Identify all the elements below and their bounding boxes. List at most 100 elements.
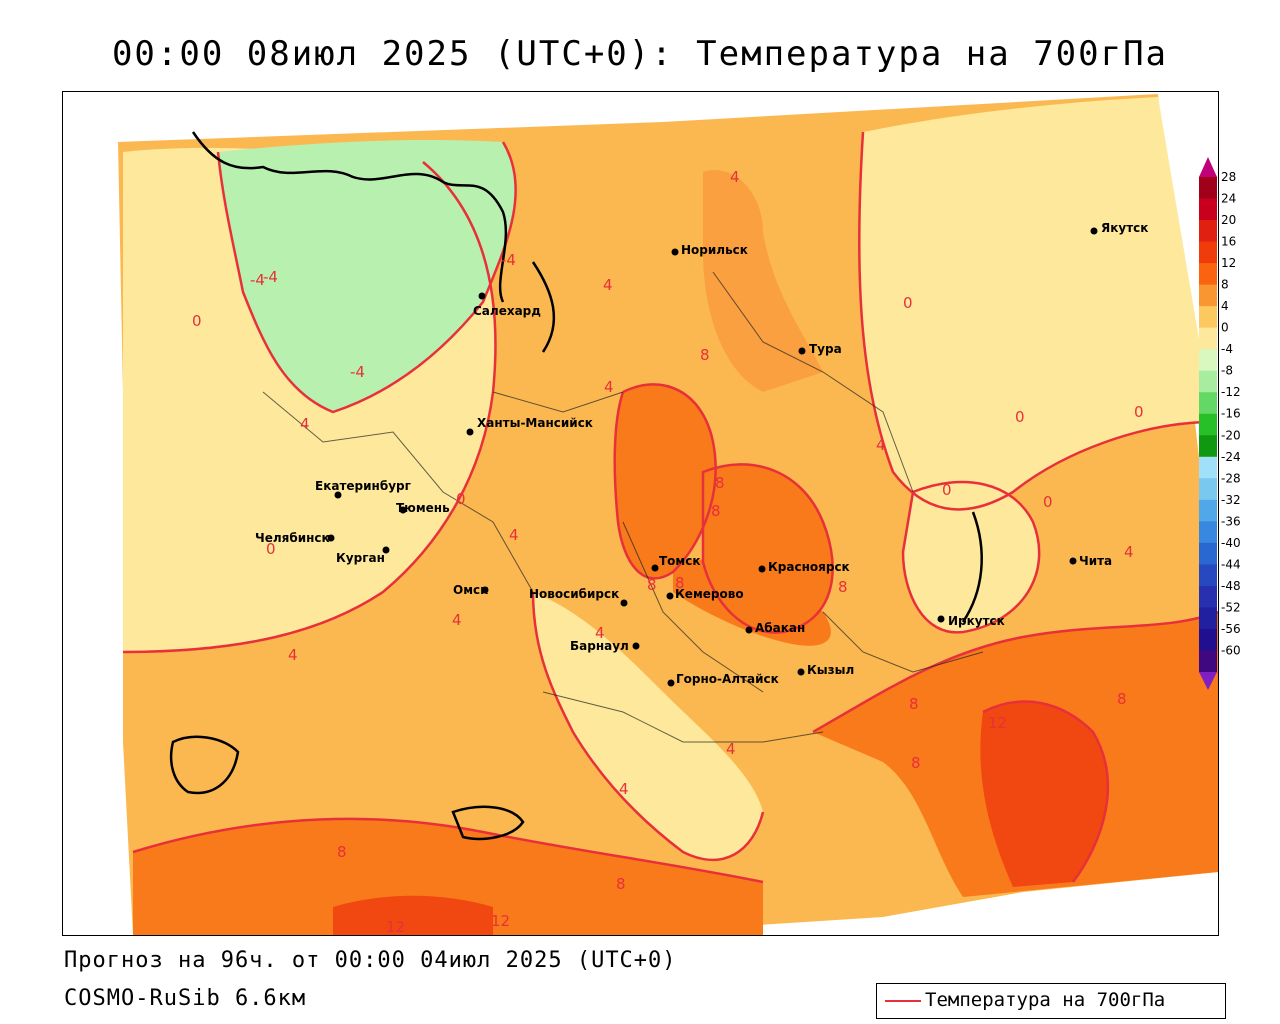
scale-tick-label: -40 (1221, 536, 1241, 550)
contour-label: 12 (491, 912, 510, 930)
scale-tick-label: 20 (1221, 213, 1236, 227)
scale-tick-label: 8 (1221, 278, 1229, 292)
city-chita: Чита (1079, 554, 1112, 568)
scale-swatch (1199, 543, 1217, 565)
contour-label: 8 (675, 574, 685, 592)
scale-tick-label: -4 (1221, 342, 1233, 356)
scale-top-arrow (1199, 157, 1217, 177)
scale-tick-label: -36 (1221, 514, 1241, 528)
scale-swatch (1199, 285, 1217, 307)
scale-tick-label: -48 (1221, 579, 1241, 593)
scale-tick-label: 16 (1221, 235, 1236, 249)
scale-swatch (1199, 607, 1217, 629)
city-yekaterinburg: Екатеринбург (315, 479, 411, 493)
scale-swatch (1199, 328, 1217, 350)
scale-swatch (1199, 306, 1217, 328)
city-yakutsk: Якутск (1101, 221, 1148, 235)
color-scale: 2824201612840-4-8-12-16-20-24-28-32-36-4… (1199, 157, 1269, 692)
contour-label: 8 (911, 754, 921, 772)
scale-tick-label: -32 (1221, 493, 1241, 507)
contour-label: 0 (1015, 408, 1025, 426)
scale-tick-label: -60 (1221, 643, 1241, 657)
scale-swatch (1199, 457, 1217, 479)
scale-swatch (1199, 199, 1217, 221)
contour-label: 4 (452, 611, 462, 629)
scale-swatch (1199, 435, 1217, 457)
contour-label: 12 (386, 918, 405, 935)
contour-label: 0 (1043, 493, 1053, 511)
city-gorno-altaysk: Горно-Алтайск (676, 672, 779, 686)
model-info: COSMO-RuSib 6.6км (64, 986, 306, 1011)
scale-tick-label: 4 (1221, 299, 1229, 313)
contour-label: 4 (595, 624, 605, 642)
scale-swatch (1199, 177, 1217, 199)
contour-label: -4 (501, 251, 516, 269)
scale-swatch (1199, 564, 1217, 586)
map-area[interactable]: Якутск Норильск Салехард Тура Ханты-Манс… (62, 91, 1219, 936)
city-salekhard: Салехард (473, 304, 541, 318)
scale-tick-label: -16 (1221, 407, 1241, 421)
scale-swatch (1199, 500, 1217, 522)
city-tomsk: Томск (659, 554, 701, 568)
scale-swatch (1199, 586, 1217, 608)
contour-label: 8 (700, 346, 710, 364)
contour-label: -4 (250, 271, 265, 289)
legend: Температура на 700гПа (876, 983, 1226, 1019)
contour-label: 12 (988, 714, 1007, 732)
scale-tick-label: -20 (1221, 428, 1241, 442)
contour-label: 8 (616, 875, 626, 893)
city-novosibirsk: Новосибирск (529, 587, 619, 601)
city-omsk: Омск (453, 583, 488, 597)
scale-tick-label: 12 (1221, 256, 1236, 270)
city-irkutsk: Иркутск (948, 614, 1005, 628)
contour-label: 4 (730, 168, 740, 186)
scale-tick-label: -56 (1221, 622, 1241, 636)
contour-label: 0 (192, 312, 202, 330)
legend-line-swatch (885, 1000, 921, 1002)
scale-swatch (1199, 414, 1217, 436)
contour-label: 4 (1124, 543, 1134, 561)
contour-label: 4 (300, 415, 310, 433)
contour-label: 8 (647, 576, 657, 594)
scale-tick-label: -24 (1221, 450, 1241, 464)
city-kemerovo: Кемерово (675, 587, 744, 601)
contour-label: 8 (337, 843, 347, 861)
contour-label: 4 (288, 646, 298, 664)
scale-tick-label: -12 (1221, 385, 1241, 399)
contour-label: 4 (603, 276, 613, 294)
scale-tick-label: -52 (1221, 600, 1241, 614)
city-krasnoyarsk: Красноярск (768, 560, 850, 574)
contour-label: 4 (619, 780, 629, 798)
scale-swatch (1199, 392, 1217, 414)
contour-label: 4 (604, 378, 614, 396)
contour-label: -4 (350, 363, 365, 381)
scale-swatch (1199, 650, 1217, 672)
scale-swatch (1199, 371, 1217, 393)
scale-swatch (1199, 263, 1217, 285)
forecast-info: Прогноз на 96ч. от 00:00 04июл 2025 (UTC… (64, 948, 677, 973)
scale-tick-label: 0 (1221, 321, 1229, 335)
scale-tick-label: -44 (1221, 557, 1241, 571)
city-tura: Тура (809, 342, 842, 356)
contour-label: 8 (909, 695, 919, 713)
contour-label: 4 (509, 526, 519, 544)
scale-tick-label: -28 (1221, 471, 1241, 485)
contour-label: 0 (1134, 403, 1144, 421)
temperature-map: Якутск Норильск Салехард Тура Ханты-Манс… (63, 92, 1218, 935)
city-kyzyl: Кызыл (807, 663, 854, 677)
city-norilsk: Норильск (681, 243, 748, 257)
scale-bottom-arrow (1199, 672, 1217, 690)
contour-label: 4 (726, 740, 736, 758)
city-khanty-mansiysk: Ханты-Мансийск (477, 416, 593, 430)
contour-label: 8 (838, 578, 848, 596)
scale-swatch (1199, 629, 1217, 651)
scale-tick-label: -8 (1221, 364, 1233, 378)
scale-swatch (1199, 220, 1217, 242)
contour-label: 0 (903, 294, 913, 312)
contour-label: -4 (263, 268, 278, 286)
city-tyumen: Тюмень (396, 501, 450, 515)
scale-swatch (1199, 349, 1217, 371)
scale-swatch (1199, 521, 1217, 543)
scale-swatch (1199, 242, 1217, 264)
contour-label: 0 (942, 481, 952, 499)
